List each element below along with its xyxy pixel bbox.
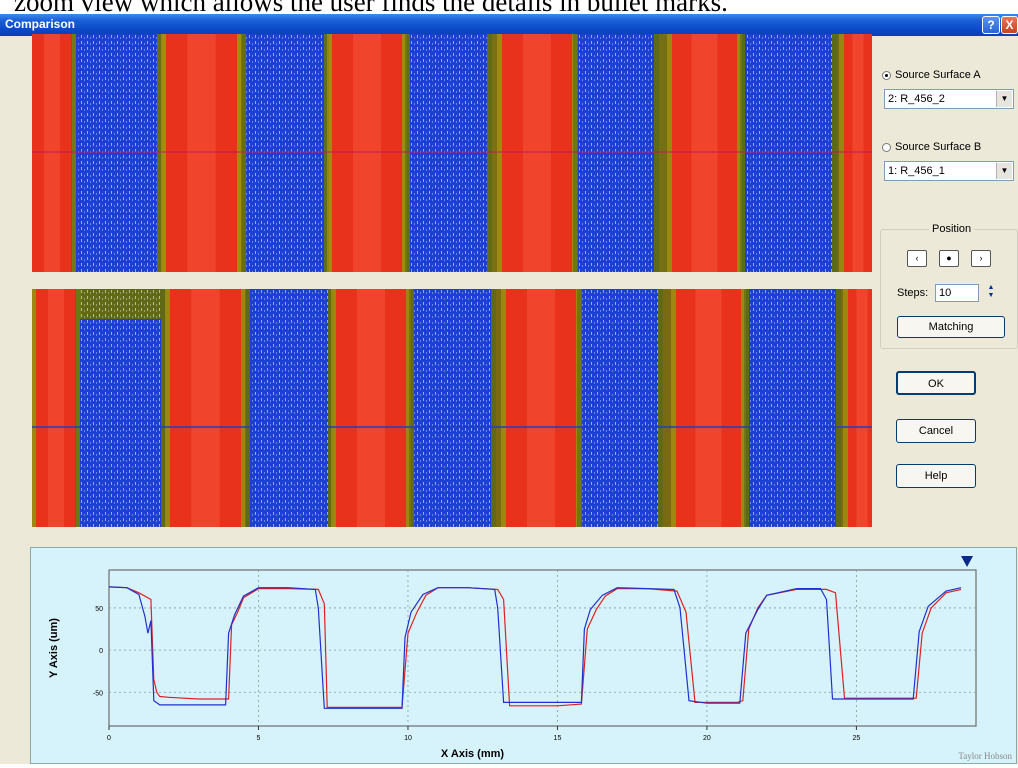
window-title: Comparison [5, 17, 76, 31]
y-tick-label: 50 [95, 606, 103, 613]
y-tick-label: -50 [93, 690, 103, 697]
source-a-radio[interactable]: Source Surface A [882, 69, 981, 81]
land-stripe [166, 34, 237, 272]
page-caption: zoom view which allows the user finds th… [14, 0, 728, 17]
source-b-select[interactable]: 1: R_456_1 ▼ [884, 161, 1014, 181]
close-title-button[interactable]: X [1001, 16, 1018, 34]
source-a-value: 2: R_456_2 [888, 93, 945, 105]
position-group: Position ‹ ● › Steps: 10 ▲ ▼ Matching [880, 223, 1018, 349]
profile-chart-panel: 0 5 10 15 20 25 50 0 -50 X Axis (mm) Y Axis (um) T… [30, 547, 1017, 764]
chevron-down-icon[interactable]: ▼ [996, 91, 1012, 107]
spin-down-icon[interactable]: ▼ [987, 292, 995, 299]
ok-button[interactable]: OK [896, 371, 976, 395]
land-stripe [672, 34, 737, 272]
surface-b-image [32, 289, 872, 527]
steps-spinner[interactable]: ▲ ▼ [985, 284, 997, 302]
source-a-label: Source Surface A [895, 69, 981, 81]
y-tick-label: 0 [99, 648, 103, 655]
source-a-radio-dot[interactable] [882, 70, 891, 80]
position-center-button[interactable]: ● [939, 250, 959, 267]
x-tick-label: 25 [853, 735, 861, 742]
source-b-radio[interactable]: Source Surface B [882, 141, 981, 153]
x-axis-label: X Axis (mm) [441, 748, 505, 760]
land-stripe [332, 34, 402, 272]
surface-a-image [32, 34, 872, 272]
chevron-down-icon[interactable]: ▼ [996, 163, 1012, 179]
cancel-button[interactable]: Cancel [896, 419, 976, 443]
land-stripe [506, 289, 576, 527]
steps-label: Steps: [897, 287, 929, 299]
profile-series-a [108, 586, 962, 708]
land-stripe [502, 34, 572, 272]
profile-series-b [108, 586, 962, 709]
profile-chart: 0 5 10 15 20 25 50 0 -50 X Axis (mm) Y Axis (um) [48, 556, 977, 760]
source-b-value: 1: R_456_1 [888, 165, 945, 177]
x-tick-label: 5 [257, 735, 261, 742]
land-stripe [170, 289, 241, 527]
title-bar: Comparison ? X [0, 14, 1018, 36]
x-tick-label: 15 [554, 735, 562, 742]
matching-button[interactable]: Matching [897, 316, 1005, 338]
spin-up-icon[interactable]: ▲ [987, 284, 995, 291]
surface-a-view[interactable] [32, 34, 872, 272]
steps-input[interactable]: 10 [935, 284, 979, 302]
land-stripe [36, 289, 76, 527]
y-axis-label: Y Axis (um) [48, 618, 60, 678]
x-tick-label: 0 [107, 735, 111, 742]
source-b-label: Source Surface B [895, 141, 982, 153]
land-stripe [844, 34, 872, 272]
surface-b-view[interactable] [32, 289, 872, 527]
plot-area [108, 569, 977, 727]
help-button[interactable]: Help [896, 464, 976, 488]
x-tick-label: 20 [703, 735, 711, 742]
land-stripe [676, 289, 741, 527]
help-title-button[interactable]: ? [982, 16, 1000, 34]
position-right-button[interactable]: › [971, 250, 991, 267]
position-legend: Position [929, 223, 975, 235]
position-marker-icon[interactable] [961, 556, 974, 567]
brand-label: Taylor Hobson [958, 751, 1012, 761]
source-a-select[interactable]: 2: R_456_2 ▼ [884, 89, 1014, 109]
source-b-radio-dot[interactable] [882, 142, 891, 152]
position-left-button[interactable]: ‹ [907, 250, 927, 267]
land-stripe [336, 289, 406, 527]
land-stripe [32, 34, 72, 272]
land-stripe [848, 289, 872, 527]
x-tick-label: 10 [404, 735, 412, 742]
